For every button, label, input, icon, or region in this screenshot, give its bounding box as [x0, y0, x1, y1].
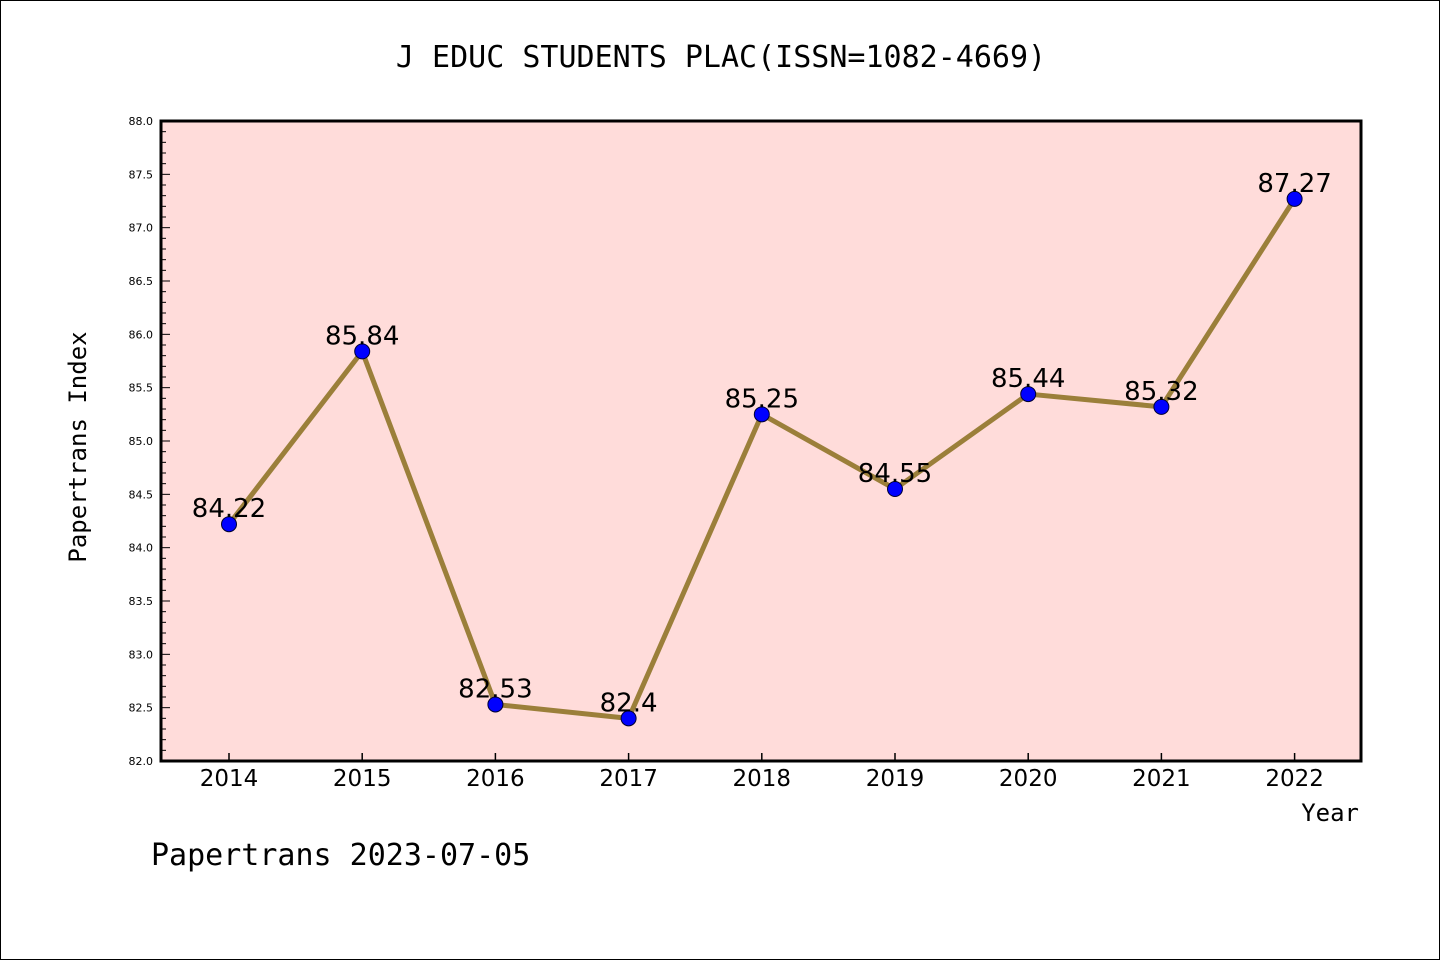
x-tick-label: 2014 — [200, 766, 259, 792]
y-tick-label: 87.0 — [129, 222, 154, 235]
data-label: 82.4 — [600, 688, 658, 718]
data-label: 82.53 — [458, 674, 532, 704]
y-tick-label: 86.5 — [129, 275, 154, 288]
x-tick-label: 2021 — [1132, 766, 1191, 792]
x-tick-label: 2016 — [466, 766, 525, 792]
data-label: 85.25 — [725, 384, 799, 414]
y-tick-label: 84.0 — [129, 542, 154, 555]
chart-title: J EDUC STUDENTS PLAC(ISSN=1082-4669) — [396, 40, 1046, 75]
y-tick-label: 83.0 — [129, 648, 154, 661]
data-point — [1020, 386, 1037, 403]
data-point — [221, 516, 237, 533]
y-tick-label: 83.5 — [129, 595, 154, 608]
y-tick-label: 85.5 — [129, 382, 154, 395]
x-axis-label: Year — [1301, 799, 1359, 827]
data-point — [887, 481, 903, 497]
x-tick-label: 2015 — [333, 766, 392, 792]
y-tick-label: 82.5 — [129, 702, 154, 715]
data-point — [354, 343, 371, 360]
data-point — [753, 406, 770, 423]
y-tick-label: 87.5 — [129, 168, 154, 181]
y-axis-label: Papertrans Index — [64, 331, 92, 562]
x-tick-label: 2019 — [866, 766, 925, 792]
y-axis: 82.0 82.5 83.0 83.5 84.0 84.5 85.0 85.5 86.0 86.5… — [129, 115, 170, 768]
data-label: 85.84 — [325, 321, 399, 351]
data-point — [1153, 398, 1170, 415]
y-tick-label: 88.0 — [129, 115, 154, 128]
plot-area — [159, 119, 1363, 763]
y-tick-label: 82.0 — [129, 755, 154, 768]
data-label: 85.32 — [1124, 377, 1198, 407]
footer-text: Papertrans 2023-07-05 — [151, 838, 530, 873]
x-tick-label: 2020 — [999, 766, 1058, 792]
x-tick-label: 2018 — [733, 766, 792, 792]
x-axis: 2014 2015 2016 2017 2018 2019 2020 2021 2022 — [200, 753, 1324, 792]
series-line-group: 84.22 85.84 82.53 82.4 85.25 84.55 85.44 85.32 8… — [192, 169, 1332, 727]
y-tick-label: 86.0 — [129, 328, 154, 341]
data-label: 87.27 — [1257, 169, 1331, 199]
x-tick-label: 2022 — [1265, 766, 1324, 792]
data-point — [1286, 190, 1303, 207]
y-tick-label: 85.0 — [129, 435, 154, 448]
data-label: 84.22 — [192, 494, 266, 524]
data-point — [487, 696, 504, 713]
data-label: 85.44 — [991, 364, 1065, 394]
data-label: 84.55 — [858, 459, 932, 489]
y-tick-label: 84.5 — [129, 488, 154, 501]
x-tick-label: 2017 — [599, 766, 658, 792]
data-point — [620, 710, 637, 727]
